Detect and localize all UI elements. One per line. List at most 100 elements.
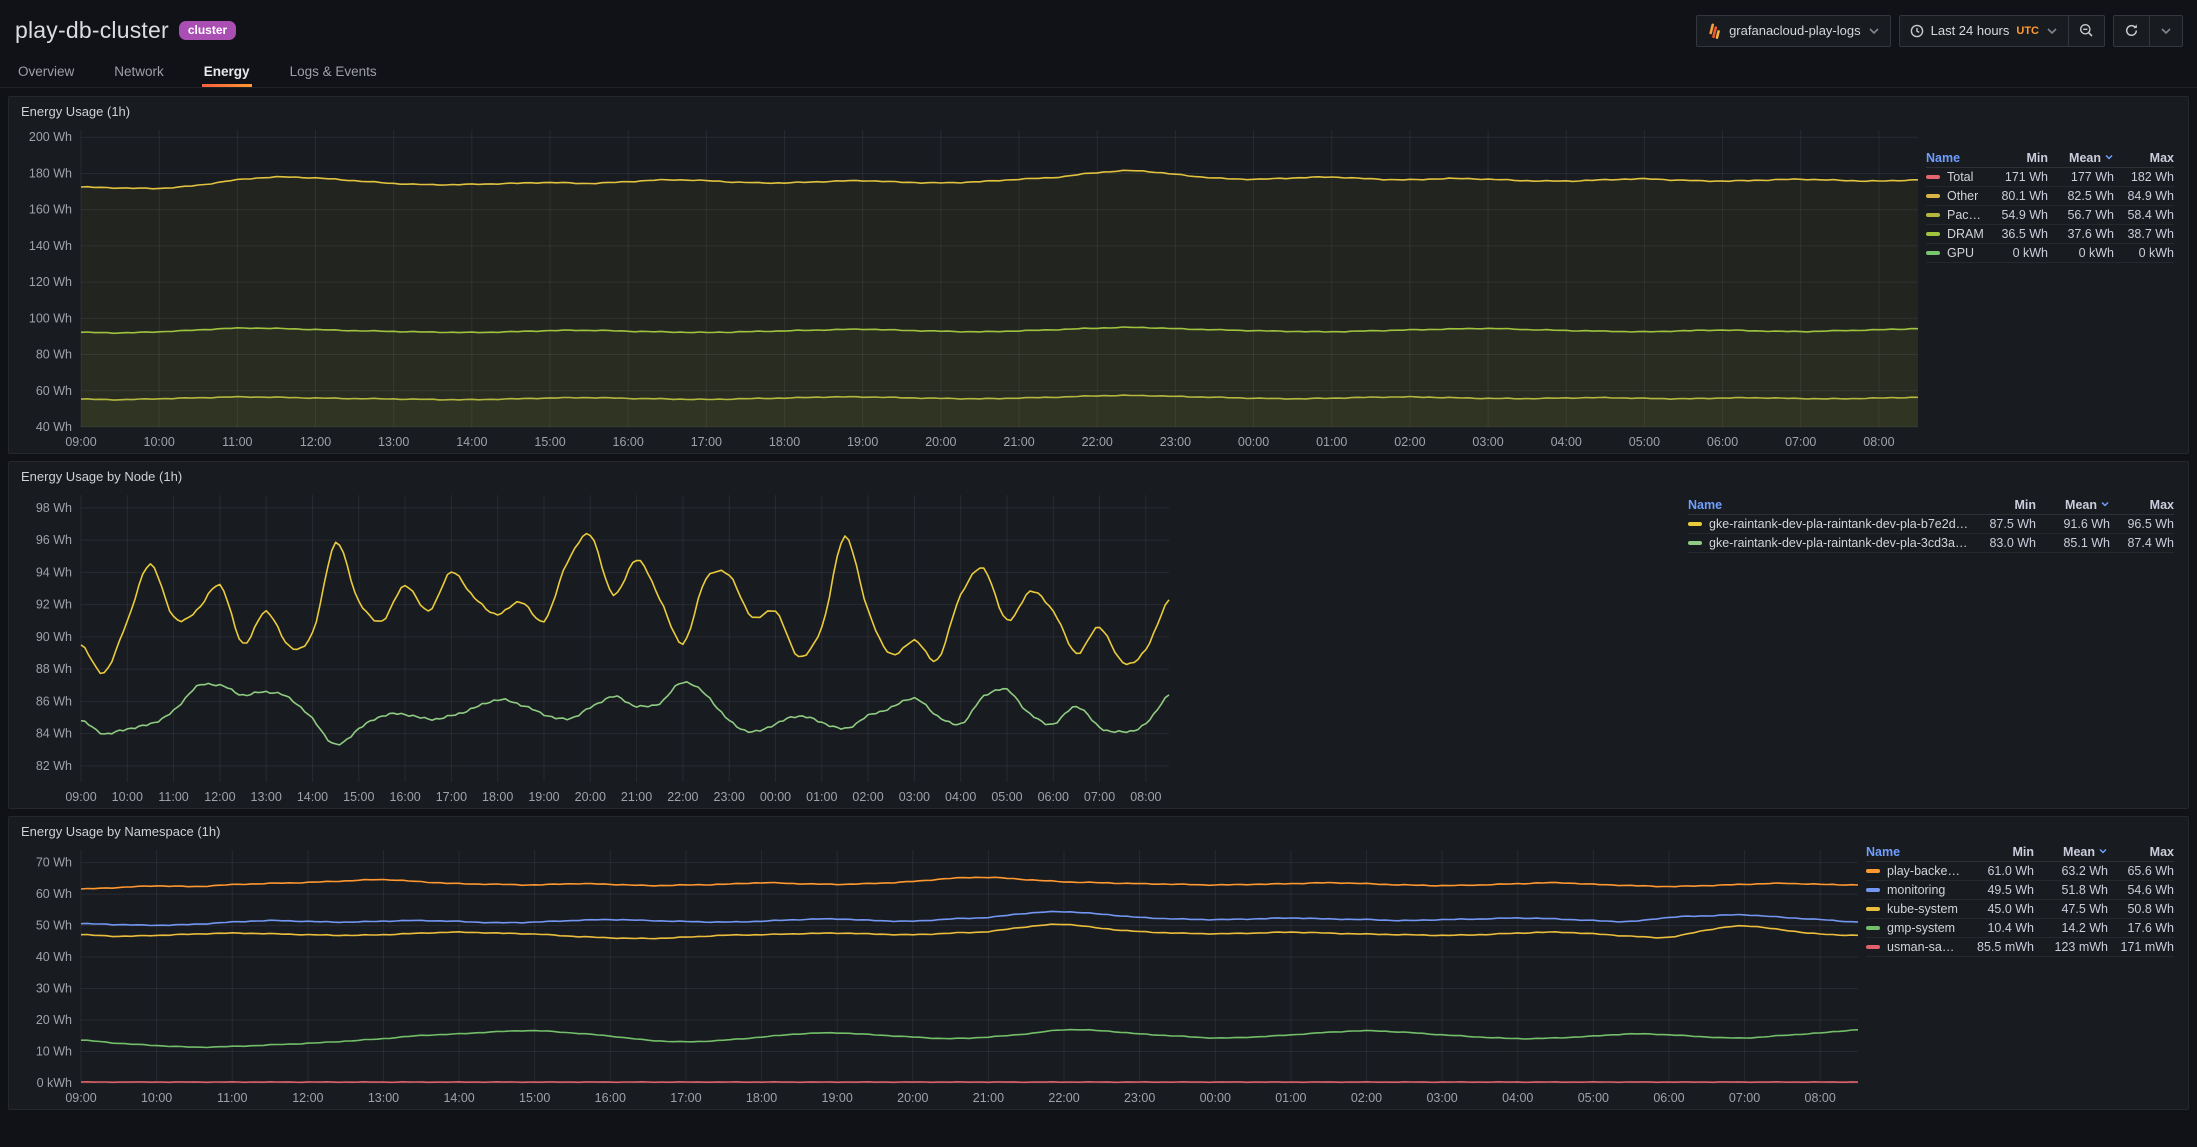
y-axis-tick-label: 30 Wh: [36, 982, 72, 996]
x-axis-tick-label: 22:00: [667, 790, 698, 804]
legend-mean-value: 47.5 Wh: [2061, 902, 2108, 916]
datasource-label: grafanacloud-play-logs: [1729, 23, 1861, 38]
x-axis-tick-label: 12:00: [204, 790, 235, 804]
x-axis-tick-label: 17:00: [691, 435, 722, 449]
legend-series-name: Total: [1947, 170, 1974, 184]
legend-series-toggle[interactable]: gke-raintank-dev-pla-raintank-dev-pla-b7…: [1688, 517, 1970, 531]
legend-mean-value: 82.5 Wh: [2067, 189, 2114, 203]
energy-usage-chart[interactable]: 200 Wh 180 Wh 160 Wh 140 Wh 120 Wh 100 Wh 80 W…: [9, 121, 1926, 453]
x-axis-tick-label: 00:00: [1238, 435, 1269, 449]
legend-series-toggle[interactable]: usman-sandbox: [1866, 940, 1960, 954]
x-axis-tick-label: 01:00: [1275, 1091, 1306, 1105]
legend-mean-value: 85.1 Wh: [2063, 536, 2110, 550]
series-color-swatch: [1866, 907, 1880, 911]
legend-series-toggle[interactable]: monitoring: [1866, 883, 1960, 897]
legend-mean-value: 63.2 Wh: [2061, 864, 2108, 878]
legend-header-max[interactable]: Max: [2149, 845, 2174, 859]
zoom-out-button[interactable]: [2068, 14, 2105, 47]
sort-descending-icon: [2104, 152, 2114, 162]
y-axis-tick-label: 80 Wh: [36, 348, 72, 362]
legend-series-toggle[interactable]: play-backends: [1866, 864, 1960, 878]
legend-header-name[interactable]: Name: [1688, 498, 1723, 512]
legend-series-toggle[interactable]: Other: [1926, 189, 1986, 203]
legend-max-value: 96.5 Wh: [2127, 517, 2174, 531]
legend-header-name[interactable]: Name: [1926, 151, 1961, 165]
x-axis-tick-label: 19:00: [822, 1091, 853, 1105]
legend-header-mean[interactable]: Mean: [2036, 498, 2110, 512]
refresh-button[interactable]: [2113, 14, 2149, 47]
legend-header-mean[interactable]: Mean: [2034, 845, 2108, 859]
energy-usage-legend: Name Min Mean Max Total 171 Wh 177 Wh 182 Wh Oth…: [1926, 149, 2188, 263]
series-fill-area: [81, 395, 1918, 427]
legend-row: Other 80.1 Wh 82.5 Wh 84.9 Wh: [1926, 187, 2174, 206]
legend-mean-value: 0 kWh: [2078, 246, 2114, 260]
tab-logs-events[interactable]: Logs & Events: [289, 64, 377, 79]
y-axis-tick-label: 10 Wh: [36, 1045, 72, 1059]
series-color-swatch: [1926, 251, 1940, 255]
legend-max-value: 65.6 Wh: [2127, 864, 2174, 878]
y-axis-tick-label: 94 Wh: [36, 565, 72, 579]
datasource-picker[interactable]: grafanacloud-play-logs: [1696, 14, 1891, 47]
legend-header-min[interactable]: Min: [2014, 498, 2036, 512]
x-axis-tick-label: 04:00: [1502, 1091, 1533, 1105]
tab-energy[interactable]: Energy: [201, 58, 252, 87]
legend-header-min[interactable]: Min: [2012, 845, 2034, 859]
x-axis-tick-label: 03:00: [899, 790, 930, 804]
legend-max-value: 84.9 Wh: [2127, 189, 2174, 203]
x-axis-tick-label: 13:00: [378, 435, 409, 449]
x-axis-tick-label: 00:00: [760, 790, 791, 804]
x-axis-tick-label: 07:00: [1785, 435, 1816, 449]
x-axis-tick-label: 23:00: [714, 790, 745, 804]
legend-series-name: usman-sandbox: [1887, 940, 1960, 954]
series-color-swatch: [1688, 522, 1702, 526]
x-axis-tick-label: 07:00: [1729, 1091, 1760, 1105]
x-axis-tick-label: 01:00: [806, 790, 837, 804]
panel-title[interactable]: Energy Usage (1h): [21, 104, 131, 119]
legend-series-toggle[interactable]: kube-system: [1866, 902, 1960, 916]
y-axis-tick-label: 82 Wh: [36, 759, 72, 773]
legend-row: monitoring 49.5 Wh 51.8 Wh 54.6 Wh: [1866, 881, 2174, 900]
y-axis-tick-label: 86 Wh: [36, 694, 72, 708]
series-color-swatch: [1926, 175, 1940, 179]
legend-header-min[interactable]: Min: [2026, 151, 2048, 165]
y-axis-tick-label: 180 Wh: [29, 166, 72, 180]
legend-series-toggle[interactable]: Total: [1926, 170, 1986, 184]
refresh-interval-dropdown[interactable]: [2149, 14, 2183, 47]
x-axis-tick-label: 00:00: [1200, 1091, 1231, 1105]
time-range-picker[interactable]: Last 24 hours UTC: [1898, 14, 2068, 47]
legend-row: Package 54.9 Wh 56.7 Wh 58.4 Wh: [1926, 206, 2174, 225]
legend-series-toggle[interactable]: Package: [1926, 208, 1986, 222]
energy-by-node-chart[interactable]: 98 Wh 96 Wh 94 Wh 92 Wh 90 Wh 88 Wh 86 Wh 84 Wh…: [9, 486, 1177, 808]
x-axis-tick-label: 16:00: [595, 1091, 626, 1105]
legend-series-toggle[interactable]: gke-raintank-dev-pla-raintank-dev-pla-3c…: [1688, 536, 1970, 550]
legend-series-toggle[interactable]: GPU: [1926, 246, 1986, 260]
x-axis-tick-label: 21:00: [973, 1091, 1004, 1105]
x-axis-tick-label: 12:00: [292, 1091, 323, 1105]
legend-min-value: 85.5 mWh: [1977, 940, 2034, 954]
legend-series-name: kube-system: [1887, 902, 1958, 916]
series-line: [80, 876, 1859, 890]
chevron-down-icon: [2160, 25, 2172, 37]
legend-header-mean[interactable]: Mean: [2048, 151, 2114, 165]
series-line: [80, 923, 1859, 940]
legend-max-value: 54.6 Wh: [2127, 883, 2174, 897]
tab-overview[interactable]: Overview: [18, 64, 75, 79]
energy-by-namespace-chart[interactable]: 70 Wh 60 Wh 50 Wh 40 Wh 30 Wh 20 Wh 10 Wh 0 kWh…: [9, 841, 1866, 1109]
legend-series-name: monitoring: [1887, 883, 1946, 897]
x-axis-tick-label: 14:00: [297, 790, 328, 804]
legend-header-max[interactable]: Max: [2149, 498, 2174, 512]
y-axis-tick-label: 40 Wh: [36, 420, 72, 434]
tab-network[interactable]: Network: [114, 64, 164, 79]
panel-title[interactable]: Energy Usage by Node (1h): [21, 469, 183, 484]
panel-title[interactable]: Energy Usage by Namespace (1h): [21, 824, 221, 839]
legend-series-toggle[interactable]: gmp-system: [1866, 921, 1960, 935]
legend-series-name: GPU: [1947, 246, 1975, 260]
legend-max-value: 171 mWh: [2120, 940, 2175, 954]
legend-header-name[interactable]: Name: [1866, 845, 1901, 859]
legend-header-max[interactable]: Max: [2149, 151, 2174, 165]
series-color-swatch: [1688, 541, 1702, 545]
sort-descending-icon: [2098, 846, 2108, 856]
x-axis-tick-label: 06:00: [1707, 435, 1738, 449]
legend-series-name: play-backends: [1887, 864, 1960, 878]
legend-series-toggle[interactable]: DRAM: [1926, 227, 1986, 241]
